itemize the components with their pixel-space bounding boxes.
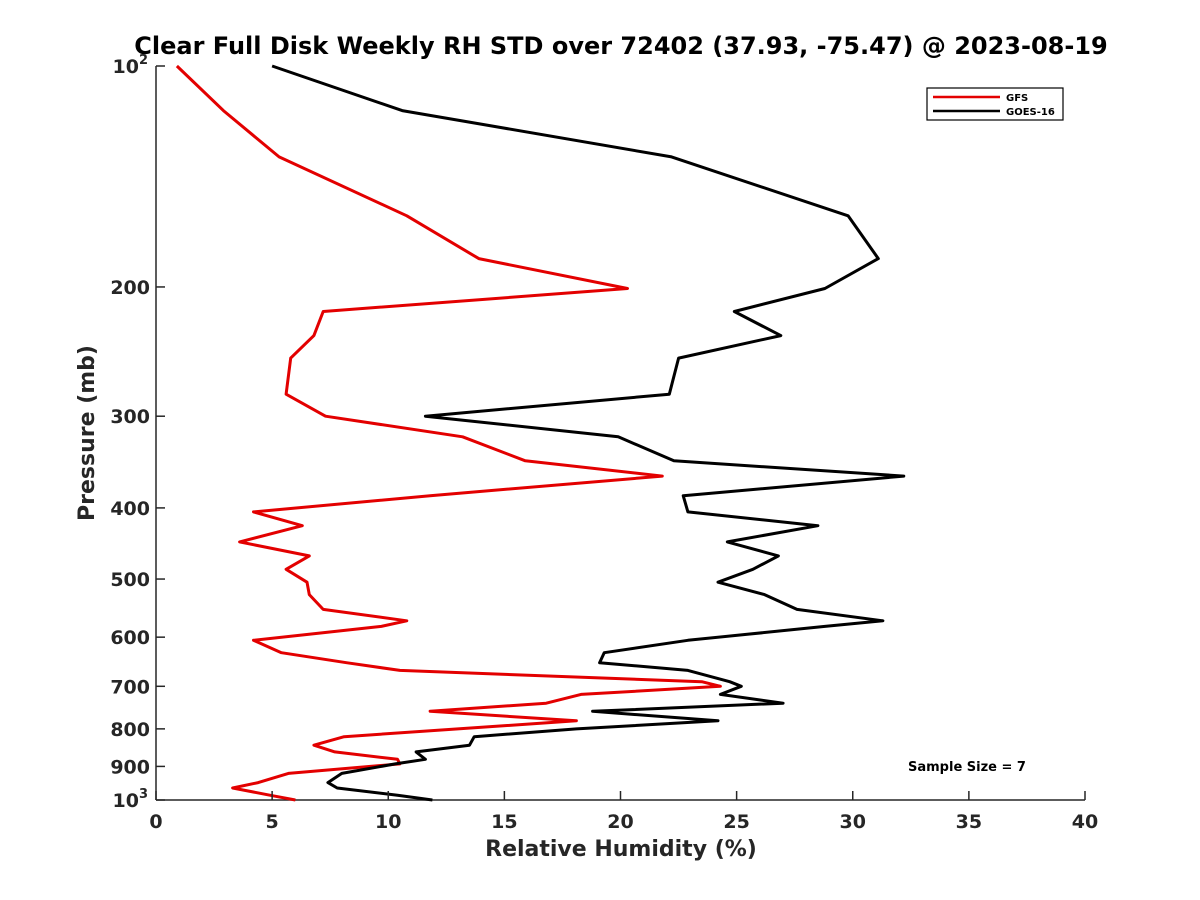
chart-title: Clear Full Disk Weekly RH STD over 72402… [134, 32, 1107, 60]
y-tick-label: 300 [110, 406, 150, 428]
series-layer [175, 64, 906, 802]
sample-size-annotation: Sample Size = 7 [908, 760, 1026, 775]
legend-label-goes16: GOES-16 [1006, 107, 1055, 118]
x-tick-label: 40 [1072, 811, 1098, 833]
y-tick-label: 200 [110, 277, 150, 299]
y-tick-label: 900 [110, 756, 150, 778]
x-tick-label: 35 [956, 811, 982, 833]
y-tick-label: 103 [113, 787, 149, 812]
y-tick-label: 700 [110, 676, 150, 698]
x-tick-label: 5 [266, 811, 279, 833]
x-tick-label: 20 [607, 811, 633, 833]
x-tick-label: 10 [375, 811, 401, 833]
x-tick-label: 25 [723, 811, 749, 833]
legend: GFS GOES-16 [926, 87, 1064, 121]
series-line-goes16 [271, 64, 906, 802]
y-tick-label: 500 [110, 569, 150, 591]
y-tick-label: 600 [110, 627, 150, 649]
y-tick-label: 400 [110, 498, 150, 520]
y-tick-label: 800 [110, 719, 150, 741]
x-axis-label: Relative Humidity (%) [485, 837, 757, 862]
legend-box [926, 87, 1064, 121]
y-axis-ticks: 102 200 300 400 500 600 700 800 900 103 [110, 53, 165, 812]
series-line-gfs [175, 64, 722, 802]
y-tick-label: 102 [113, 53, 149, 78]
legend-label-gfs: GFS [1006, 93, 1028, 104]
x-tick-label: 15 [491, 811, 517, 833]
y-axis-label: Pressure (mb) [75, 345, 100, 521]
x-tick-label: 0 [149, 811, 162, 833]
x-tick-label: 30 [840, 811, 866, 833]
plot-area: 0 5 10 15 20 25 30 35 40 102 200 300 400 500 600 700 80… [110, 53, 1098, 833]
x-axis-ticks: 0 5 10 15 20 25 30 35 40 [149, 791, 1098, 833]
